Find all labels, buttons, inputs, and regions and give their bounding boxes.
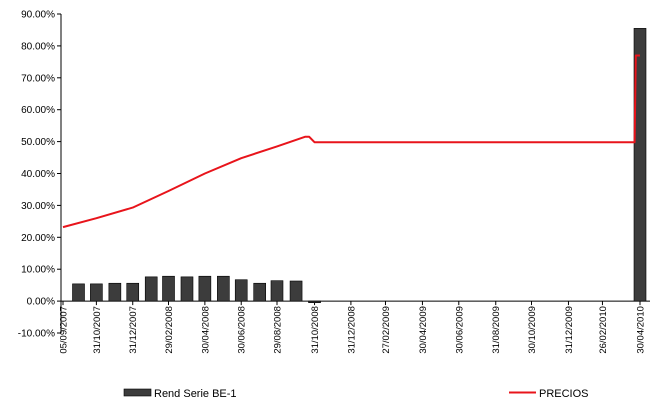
y-tick-label: 90.00% [21,10,55,21]
bar [126,282,140,302]
legend-line-label: PRECIOS [539,388,589,400]
y-tick-label: 30.00% [21,201,55,212]
x-tick-label: 30/04/2009 [418,306,429,354]
x-tick-label: 31/08/2009 [491,306,502,354]
y-tick-label: 20.00% [21,233,55,244]
x-tick-label: 05/09/2007 [59,306,70,354]
y-tick-label: 10.00% [21,265,55,276]
x-tick-label: 30/04/2010 [636,306,647,354]
bar [162,275,175,302]
bar [253,282,267,302]
x-tick-label: 29/02/2008 [164,306,175,354]
y-tick-label: 60.00% [21,105,55,116]
x-tick-label: 31/12/2009 [564,306,575,354]
x-tick-label: 31/12/2008 [346,306,357,354]
x-tick-label: 30/06/2009 [454,306,465,354]
y-axis: -10.00% 0.00% 10.00% 20.00% 30.00% 40.00% 50.0… [18,10,62,340]
x-tick-label: 30/06/2008 [237,306,248,354]
bar [90,283,103,302]
y-tick-label: 0.00% [27,297,55,308]
bar [270,280,284,302]
precios-line [62,54,640,229]
bar [144,276,158,302]
y-tick-label: -10.00% [18,329,55,340]
line-series [62,54,640,229]
bar [217,275,230,302]
x-tick-label: 31/10/2007 [92,306,103,354]
bar [108,282,122,302]
legend: Rend Serie BE-1 PRECIOS [123,388,589,400]
x-tick-label: 30/04/2008 [200,306,211,354]
legend-bar-label: Rend Serie BE-1 [154,388,237,400]
bar [633,28,647,302]
y-tick-label: 80.00% [21,41,55,52]
bar [72,283,85,302]
bar [308,300,321,303]
bar [234,279,248,302]
bar-series [72,28,647,303]
y-tick-label: 50.00% [21,137,55,148]
y-tick-label: 70.00% [21,73,55,84]
y-tick-label: 40.00% [21,169,55,180]
x-tick-label: 29/08/2008 [272,306,283,354]
x-tick-label: 26/02/2010 [598,306,609,354]
x-tick-label: 31/12/2007 [128,306,139,354]
legend-item-bar: Rend Serie BE-1 [123,388,237,400]
bar [198,275,212,302]
legend-item-line: PRECIOS [509,388,589,400]
x-tick-label: 27/02/2009 [381,306,392,354]
bar [289,280,303,302]
bar [180,276,194,302]
x-tick-label: 30/10/2009 [527,306,538,354]
legend-bar-swatch [123,388,152,397]
x-axis: 05/09/2007 31/10/2007 31/12/2007 29/02/2008… [59,300,650,354]
x-tick-label: 31/10/2008 [310,306,321,354]
